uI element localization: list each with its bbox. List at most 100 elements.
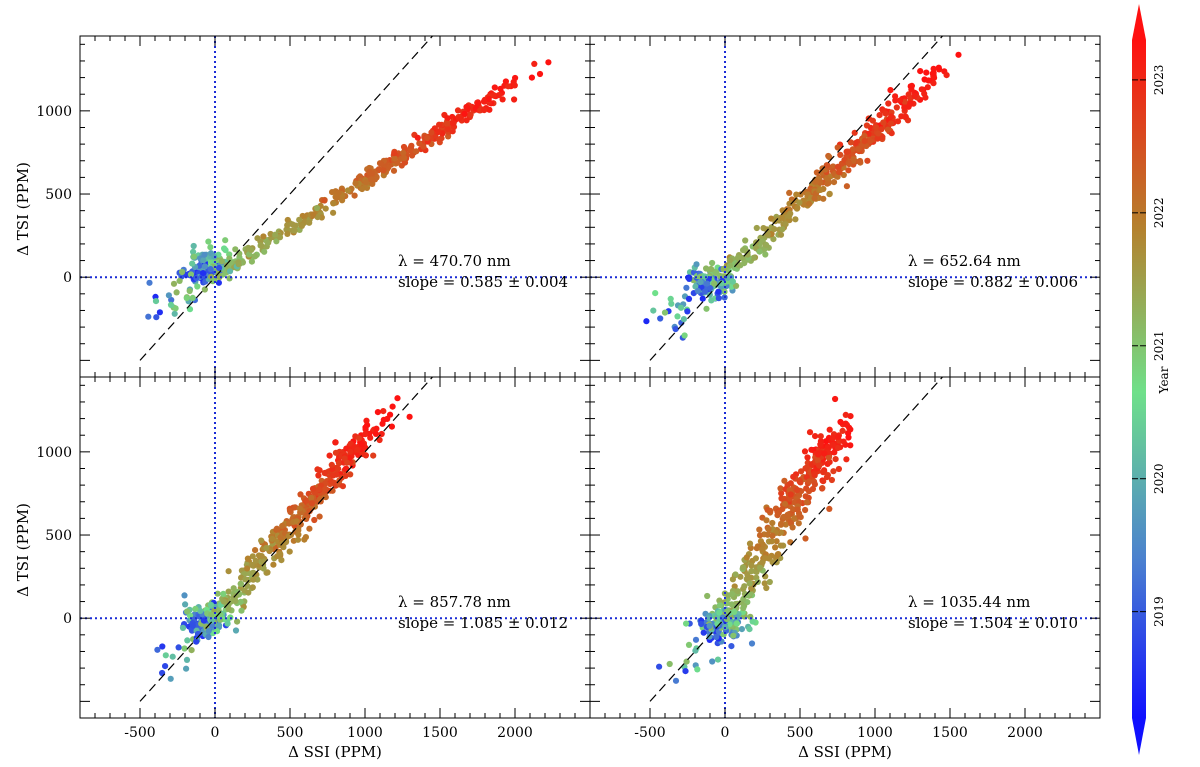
data-point xyxy=(801,448,809,455)
data-point xyxy=(845,434,852,441)
data-point xyxy=(750,254,757,261)
data-point xyxy=(825,454,832,461)
data-point xyxy=(786,189,793,196)
x-tick-label: 1000 xyxy=(857,725,893,741)
data-point xyxy=(777,231,785,238)
data-point xyxy=(273,525,280,532)
data-point xyxy=(847,442,854,449)
one-to-one-line xyxy=(649,36,944,361)
data-point xyxy=(183,656,191,664)
data-point xyxy=(924,84,931,91)
data-point xyxy=(740,595,747,603)
data-point xyxy=(216,264,223,271)
data-point xyxy=(182,601,189,608)
data-point xyxy=(756,532,764,539)
data-point xyxy=(820,195,827,202)
data-point xyxy=(461,110,468,117)
data-point xyxy=(159,643,166,650)
wavelength-label: λ = 470.70 nm xyxy=(398,252,511,270)
data-point xyxy=(917,68,924,75)
data-point xyxy=(510,96,518,103)
data-point xyxy=(650,307,657,314)
data-point xyxy=(787,491,794,498)
data-point xyxy=(777,542,784,549)
data-point xyxy=(145,313,152,320)
data-point xyxy=(728,283,735,290)
panel-1: 0 500 1000 λ = 470.70 nm slope = 0.585 ± 0.0… xyxy=(36,35,591,378)
data-point xyxy=(832,395,839,403)
data-point xyxy=(847,413,854,420)
data-point xyxy=(235,261,242,268)
scatter-points xyxy=(154,395,413,682)
data-point xyxy=(388,423,395,430)
data-point xyxy=(380,167,387,174)
data-point xyxy=(918,86,925,93)
panel-2: λ = 652.64 nm slope = 0.882 ± 0.006 xyxy=(589,35,1101,378)
panel-frame xyxy=(589,35,1101,378)
data-point xyxy=(930,80,937,87)
data-point xyxy=(201,251,208,258)
wavelength-label: λ = 1035.44 nm xyxy=(908,593,1030,611)
data-point xyxy=(264,239,271,246)
colorbar-tick-label: 2019 xyxy=(1152,596,1166,627)
data-point xyxy=(179,624,187,632)
x-tick-label: 500 xyxy=(277,725,304,741)
data-point xyxy=(207,244,214,251)
data-point xyxy=(232,627,240,634)
data-point xyxy=(286,507,294,514)
data-point xyxy=(813,178,820,185)
data-point xyxy=(218,258,225,265)
data-point xyxy=(880,119,887,126)
data-point xyxy=(188,647,195,654)
data-point xyxy=(225,605,232,613)
data-point xyxy=(674,313,681,320)
data-point xyxy=(806,200,813,207)
data-point xyxy=(701,288,709,295)
data-point xyxy=(314,214,321,221)
data-point xyxy=(152,298,160,305)
data-point xyxy=(335,189,342,196)
data-point xyxy=(414,134,421,141)
data-point xyxy=(362,431,369,438)
data-point xyxy=(376,436,383,444)
data-point xyxy=(672,677,680,684)
data-point xyxy=(707,284,714,291)
data-point xyxy=(847,426,854,433)
data-point xyxy=(316,513,323,520)
data-point xyxy=(187,271,195,278)
data-point xyxy=(826,505,833,512)
data-point xyxy=(787,539,794,546)
data-point xyxy=(911,92,918,100)
data-point xyxy=(146,279,153,286)
data-point xyxy=(321,469,328,477)
data-point xyxy=(172,305,179,312)
data-point xyxy=(894,118,902,125)
data-point xyxy=(480,98,488,105)
data-point xyxy=(829,441,837,448)
data-point xyxy=(873,124,880,131)
colorbar-ticks: 2019 2020 2021 2022 2023 xyxy=(1132,65,1166,627)
data-point xyxy=(358,441,366,448)
y-tick-label: 500 xyxy=(45,187,72,203)
data-point xyxy=(401,154,408,161)
data-point xyxy=(748,640,756,647)
data-point xyxy=(170,280,178,287)
data-point xyxy=(935,64,942,71)
data-point xyxy=(252,557,259,564)
data-point xyxy=(391,155,398,162)
data-point xyxy=(339,197,346,204)
data-point xyxy=(741,583,748,590)
data-point xyxy=(831,449,838,456)
data-point xyxy=(232,246,239,253)
data-point xyxy=(814,451,822,458)
data-point xyxy=(295,531,302,538)
data-point xyxy=(363,417,370,424)
x-tick-label: 2000 xyxy=(1007,725,1043,741)
axis-titles: Δ TSI (PPM) Δ TSI (PPM) Δ SSI (PPM) Δ SS… xyxy=(14,162,892,761)
data-point xyxy=(829,434,836,441)
data-point xyxy=(179,268,186,276)
data-point xyxy=(258,553,265,560)
data-point xyxy=(201,286,208,293)
data-point xyxy=(292,504,299,511)
data-point xyxy=(861,132,868,139)
